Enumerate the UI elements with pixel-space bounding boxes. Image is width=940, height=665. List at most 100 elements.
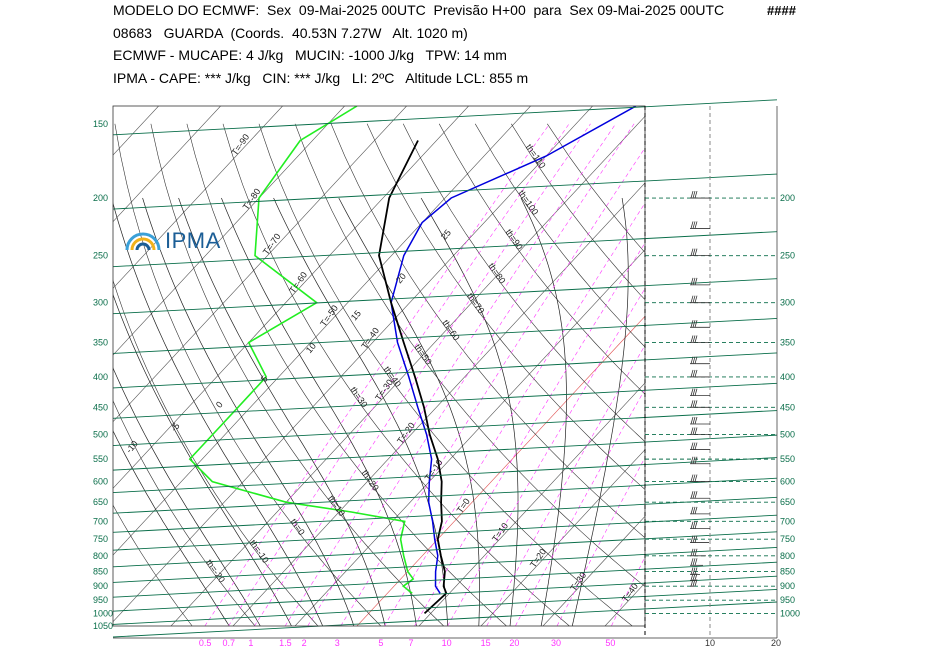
isotherm-line [170, 115, 645, 626]
wind-barb-flag [692, 388, 696, 396]
wind-barb-flag [692, 295, 696, 303]
isobar-line [112, 601, 778, 638]
mixing-ratio-tick-label: 1.5 [279, 638, 292, 648]
pressure-label-right: 250 [780, 251, 795, 261]
isotherm-label: T=-90 [229, 132, 251, 157]
wind-barb-flag [690, 573, 694, 581]
wind-barb-flag [694, 221, 698, 229]
pressure-label-right: 950 [780, 595, 795, 605]
dry-adiabat-label: th=90 [504, 227, 525, 251]
wind-barb-flag [692, 416, 696, 425]
dry-adiabat-label: th=80 [486, 261, 507, 285]
wind-barb-flag [694, 356, 698, 364]
pressure-label-left: 200 [93, 193, 108, 203]
wind-barb-flag [692, 474, 696, 482]
isotherm-line [667, 106, 940, 626]
mixing-ratio-tick-label: 2 [302, 638, 307, 648]
wind-axis-tick-label: 10 [705, 638, 715, 648]
mixing-ratio-tick-label: 0.7 [222, 638, 235, 648]
isobar-line [112, 382, 778, 419]
wind-barb-flag [692, 491, 696, 499]
wind-barb-flag [694, 335, 698, 343]
wind-barb-flag [690, 548, 694, 556]
mixing-ratio-line [384, 202, 645, 626]
pressure-label-right: 650 [780, 497, 795, 507]
pressure-label-right: 500 [780, 430, 795, 440]
isobar-line [112, 352, 778, 389]
mixing-ratio-line [228, 123, 570, 626]
parcel-profile [390, 106, 637, 594]
isotherm-label: T=-20 [395, 421, 417, 446]
wind-axis-tick-label: 20 [771, 638, 781, 648]
wind-barb-flag [692, 521, 696, 529]
pressure-label-right: 1000 [780, 608, 800, 618]
sounding-title-line: MODELO DO ECMWF: Sex 09-Mai-2025 00UTC P… [113, 2, 725, 18]
isotherm-line [113, 106, 221, 223]
isobar-line [112, 318, 778, 354]
pressure-label-right: 350 [780, 337, 795, 347]
wind-barb-flag [690, 388, 694, 396]
mixing-ratio-tick-label: 0.5 [199, 638, 212, 648]
wind-barb-flag [692, 356, 696, 364]
wind-barb-flag [690, 491, 694, 499]
ipma-logo-text: IPMA [165, 228, 221, 253]
wind-barb-flag [692, 369, 696, 378]
moist-adiabat-label: 20 [394, 271, 408, 285]
wind-barb-flag [690, 416, 694, 425]
pressure-label-left: 750 [93, 534, 108, 544]
wind-barb-flag [694, 535, 698, 543]
pressure-label-left: 500 [93, 430, 108, 440]
pressure-label-left: 350 [93, 337, 108, 347]
wind-barb-flag [690, 456, 694, 464]
dry-adiabat-line [113, 279, 319, 626]
isotherm-label: T=-50 [318, 303, 340, 328]
wind-barb-flag [692, 506, 696, 514]
pressure-label-left: 1000 [93, 608, 113, 618]
pressure-label-left: 450 [93, 402, 108, 412]
ipma-logo-icon [125, 232, 161, 251]
mixing-ratio-tick-label: 5 [378, 638, 383, 648]
wind-barb-flag [694, 506, 698, 514]
wind-barb-flag [694, 427, 698, 435]
mixing-ratio-tick-label: 10 [442, 638, 452, 648]
wind-barb-flag [690, 535, 694, 543]
pressure-label-left: 550 [93, 454, 108, 464]
mixing-ratio-line [307, 123, 635, 626]
temperature-profile [378, 140, 448, 615]
ecmwf-indices-line: ECMWF - MUCAPE: 4 J/kg MUCIN: -1000 J/kg… [113, 47, 507, 63]
wind-barb-flag [690, 521, 694, 529]
dry-adiabat-line [113, 400, 256, 626]
pressure-label-left: 850 [93, 566, 108, 576]
isobar-line [112, 496, 778, 533]
isotherm-label: T=0 [455, 496, 472, 515]
isotherm-line [113, 106, 407, 423]
dry-adiabat-line [330, 123, 645, 539]
pressure-label-right: 300 [780, 298, 795, 308]
wind-barb-flag [694, 558, 698, 566]
wind-barb-flag [694, 573, 698, 581]
wind-barb-flag [694, 567, 698, 575]
wind-barb-flag [694, 548, 698, 556]
pressure-label-right: 600 [780, 477, 795, 487]
run-flag: #### [767, 3, 796, 18]
dry-adiabat-line [547, 123, 645, 254]
dry-adiabat-line [511, 123, 645, 301]
wind-barb-flag [694, 400, 698, 408]
dry-adiabat-line [222, 123, 570, 626]
pressure-label-right: 550 [780, 454, 795, 464]
isobar-line [112, 231, 778, 268]
isotherm-label: T=10 [490, 521, 510, 544]
mixing-ratio-line [611, 556, 645, 626]
wind-barb-flag [692, 535, 696, 543]
isobar-line [112, 561, 778, 598]
pressure-label-left: 150 [93, 119, 108, 129]
wind-barb-flag [690, 335, 694, 343]
dry-adiabat-label: th=20 [360, 468, 381, 492]
pressure-label-right: 400 [780, 372, 795, 382]
moist-adiabat-label: -10 [124, 439, 140, 455]
mixing-ratio-tick-label: 20 [509, 638, 519, 648]
wind-barb-flag [694, 320, 698, 328]
wind-barb-flag [694, 295, 698, 303]
wind-barb-flag [694, 277, 698, 285]
